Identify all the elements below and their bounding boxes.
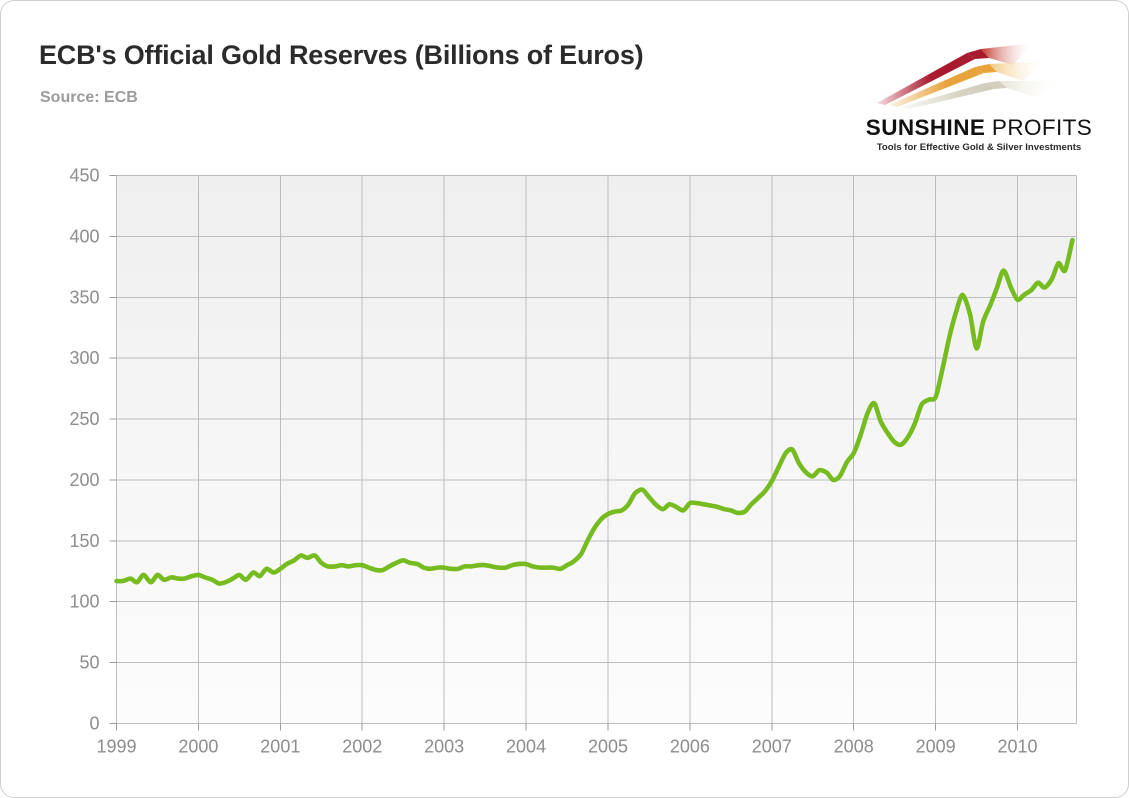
logo-name-bold: SUNSHINE <box>865 115 986 140</box>
x-axis-tick-label: 2009 <box>916 737 956 757</box>
logo-rays-icon <box>877 43 1059 109</box>
plot-background <box>116 175 1077 724</box>
y-axis-tick-label: 200 <box>69 470 99 490</box>
logo-name-light: PROFITS <box>991 115 1093 140</box>
logo-tagline: Tools for Effective Gold & Silver Invest… <box>876 142 1082 153</box>
x-axis-tick-label: 2002 <box>342 737 382 757</box>
x-axis-tick-label: 2005 <box>588 737 628 757</box>
x-axis-tick-label: 2004 <box>506 737 546 757</box>
y-axis-tick-label: 250 <box>69 409 99 429</box>
data-series-line <box>114 237 1075 586</box>
y-axis-tick-label: 350 <box>69 287 99 307</box>
x-axis-tick-label: 2006 <box>670 737 710 757</box>
page-title: ECB's Official Gold Reserves (Billions o… <box>39 40 644 70</box>
x-axis-tick-label: 2001 <box>260 737 300 757</box>
x-axis-tick-label: 2010 <box>998 737 1038 757</box>
chart-source-label: Source: ECB <box>40 89 138 106</box>
x-axis-tick-label: 2007 <box>752 737 792 757</box>
logo-wordmark: SUNSHINE PROFITS <box>863 115 1095 141</box>
x-axis-tick-label: 2003 <box>424 737 464 757</box>
x-axis-tick-label: 2008 <box>834 737 874 757</box>
y-axis-tick-label: 150 <box>69 531 99 551</box>
x-axis-tick-label: 2000 <box>178 737 218 757</box>
x-axis-tick-label: 1999 <box>96 737 136 757</box>
y-axis-tick-label: 300 <box>69 348 99 368</box>
y-axis-tick-label: 400 <box>69 226 99 246</box>
y-axis-tick-label: 50 <box>79 653 99 673</box>
y-axis-tick-label: 100 <box>69 592 99 612</box>
y-axis-tick-label: 0 <box>89 714 99 734</box>
sunshine-profits-logo: SUNSHINE PROFITS Tools for Effective Gol… <box>863 37 1095 155</box>
y-axis-tick-label: 450 <box>69 166 99 186</box>
